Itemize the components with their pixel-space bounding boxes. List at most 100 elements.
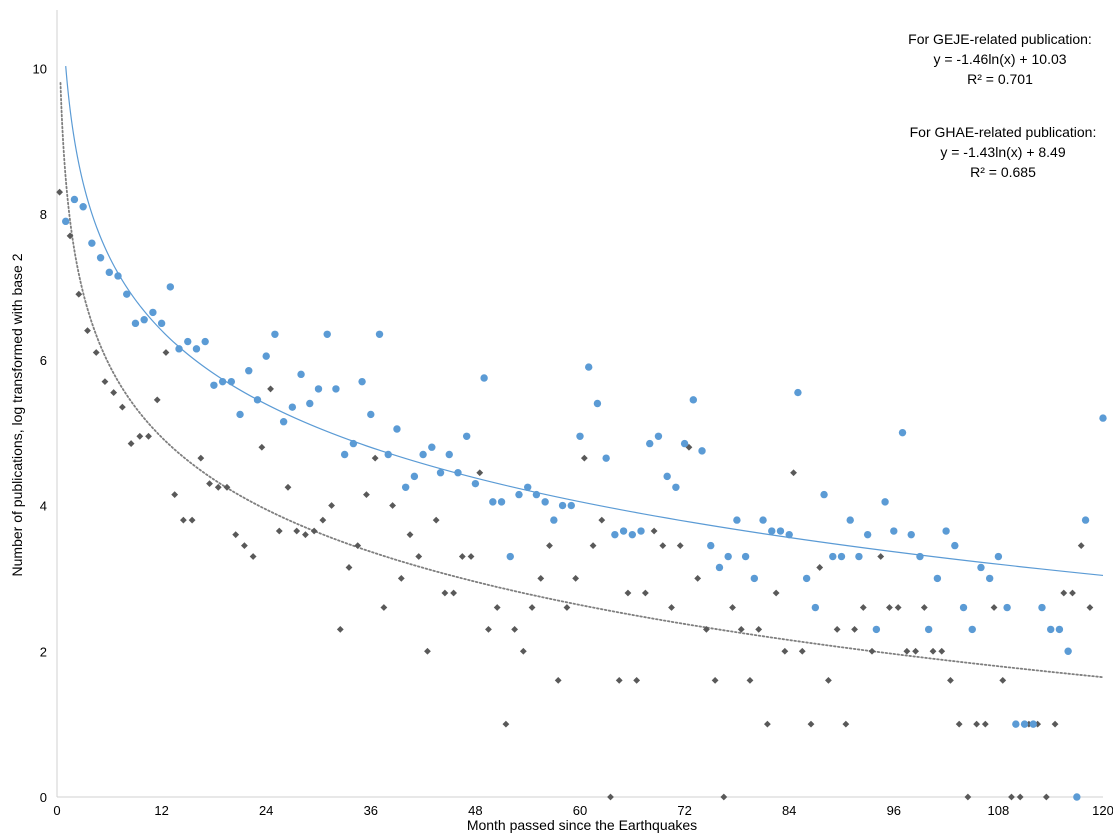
data-point-series-1 — [97, 254, 104, 261]
data-point-series-2 — [677, 542, 684, 549]
x-tick-label: 60 — [573, 803, 587, 818]
data-point-series-2 — [110, 389, 117, 396]
data-point-series-2 — [869, 648, 876, 655]
data-point-series-2 — [825, 677, 832, 684]
data-point-series-1 — [1064, 648, 1071, 655]
data-point-series-2 — [363, 491, 370, 498]
data-point-series-2 — [537, 575, 544, 582]
data-point-series-1 — [899, 429, 906, 436]
data-point-series-2 — [712, 677, 719, 684]
data-point-series-1 — [707, 542, 714, 549]
data-point-series-2 — [790, 469, 797, 476]
data-point-series-1 — [724, 553, 731, 560]
data-point-series-1 — [71, 196, 78, 203]
data-point-series-2 — [598, 517, 605, 524]
data-point-series-2 — [642, 590, 649, 597]
data-point-series-1 — [228, 378, 235, 385]
data-point-series-1 — [655, 433, 662, 440]
data-point-series-1 — [786, 531, 793, 538]
data-point-series-1 — [201, 338, 208, 345]
data-point-series-1 — [376, 331, 383, 338]
data-point-series-2 — [215, 484, 222, 491]
data-point-series-1 — [803, 575, 810, 582]
data-point-series-1 — [411, 473, 418, 480]
data-point-series-1 — [576, 433, 583, 440]
data-point-series-1 — [908, 531, 915, 538]
x-axis-title: Month passed since the Earthquakes — [467, 817, 697, 833]
data-point-series-2 — [476, 469, 483, 476]
data-point-series-1 — [263, 352, 270, 359]
data-point-series-1 — [341, 451, 348, 458]
data-point-series-1 — [533, 491, 540, 498]
data-point-series-2 — [302, 531, 309, 538]
data-point-series-1 — [602, 454, 609, 461]
data-point-series-1 — [167, 283, 174, 290]
y-axis-title: Number of publications, log transformed … — [9, 253, 25, 576]
data-point-series-2 — [842, 721, 849, 728]
data-point-series-2 — [546, 542, 553, 549]
data-point-series-1 — [158, 320, 165, 327]
data-point-series-1 — [454, 469, 461, 476]
data-point-series-2 — [163, 349, 170, 356]
annotation-geje-title: For GEJE-related publication: — [908, 31, 1092, 47]
data-point-series-1 — [62, 218, 69, 225]
data-point-series-1 — [123, 290, 130, 297]
annotation-ghae-title: For GHAE-related publication: — [910, 124, 1097, 140]
data-point-series-1 — [986, 575, 993, 582]
data-point-series-2 — [616, 677, 623, 684]
data-point-series-2 — [999, 677, 1006, 684]
data-point-series-2 — [607, 794, 614, 801]
data-point-series-1 — [280, 418, 287, 425]
data-point-series-1 — [463, 433, 470, 440]
data-point-series-1 — [934, 575, 941, 582]
data-point-series-2 — [764, 721, 771, 728]
data-point-series-1 — [507, 553, 514, 560]
data-point-series-2 — [328, 502, 335, 509]
data-point-series-2 — [781, 648, 788, 655]
data-point-series-2 — [625, 590, 632, 597]
data-point-series-1 — [193, 345, 200, 352]
data-point-series-2 — [319, 517, 326, 524]
data-point-series-1 — [611, 531, 618, 538]
data-point-series-2 — [450, 590, 457, 597]
data-point-series-2 — [346, 564, 353, 571]
data-point-series-1 — [890, 527, 897, 534]
data-point-series-1 — [864, 531, 871, 538]
data-point-series-1 — [428, 444, 435, 451]
data-point-series-1 — [768, 527, 775, 534]
data-point-series-2 — [659, 542, 666, 549]
data-points — [56, 189, 1106, 801]
data-point-series-1 — [1012, 720, 1019, 727]
data-point-series-2 — [171, 491, 178, 498]
data-point-series-1 — [646, 440, 653, 447]
data-point-series-1 — [1021, 720, 1028, 727]
data-point-series-2 — [581, 455, 588, 462]
y-tick-label: 8 — [40, 207, 47, 222]
data-point-series-1 — [716, 564, 723, 571]
data-point-series-1 — [149, 309, 156, 316]
x-tick-label: 48 — [468, 803, 482, 818]
data-point-series-1 — [820, 491, 827, 498]
x-tick-label: 72 — [677, 803, 691, 818]
data-point-series-2 — [720, 794, 727, 801]
data-point-series-2 — [1043, 794, 1050, 801]
data-point-series-2 — [773, 590, 780, 597]
data-point-series-2 — [380, 604, 387, 611]
data-point-series-1 — [306, 400, 313, 407]
data-point-series-2 — [930, 648, 937, 655]
data-point-series-1 — [419, 451, 426, 458]
data-point-series-2 — [668, 604, 675, 611]
data-point-series-1 — [402, 484, 409, 491]
data-point-series-1 — [663, 473, 670, 480]
data-point-series-1 — [942, 527, 949, 534]
data-point-series-2 — [415, 553, 422, 560]
x-tick-label: 120 — [1092, 803, 1113, 818]
data-point-series-1 — [393, 425, 400, 432]
data-point-series-2 — [860, 604, 867, 611]
data-point-series-2 — [590, 542, 597, 549]
data-point-series-2 — [816, 564, 823, 571]
data-point-series-1 — [271, 331, 278, 338]
data-point-series-2 — [494, 604, 501, 611]
data-point-series-2 — [189, 517, 196, 524]
data-point-series-1 — [446, 451, 453, 458]
